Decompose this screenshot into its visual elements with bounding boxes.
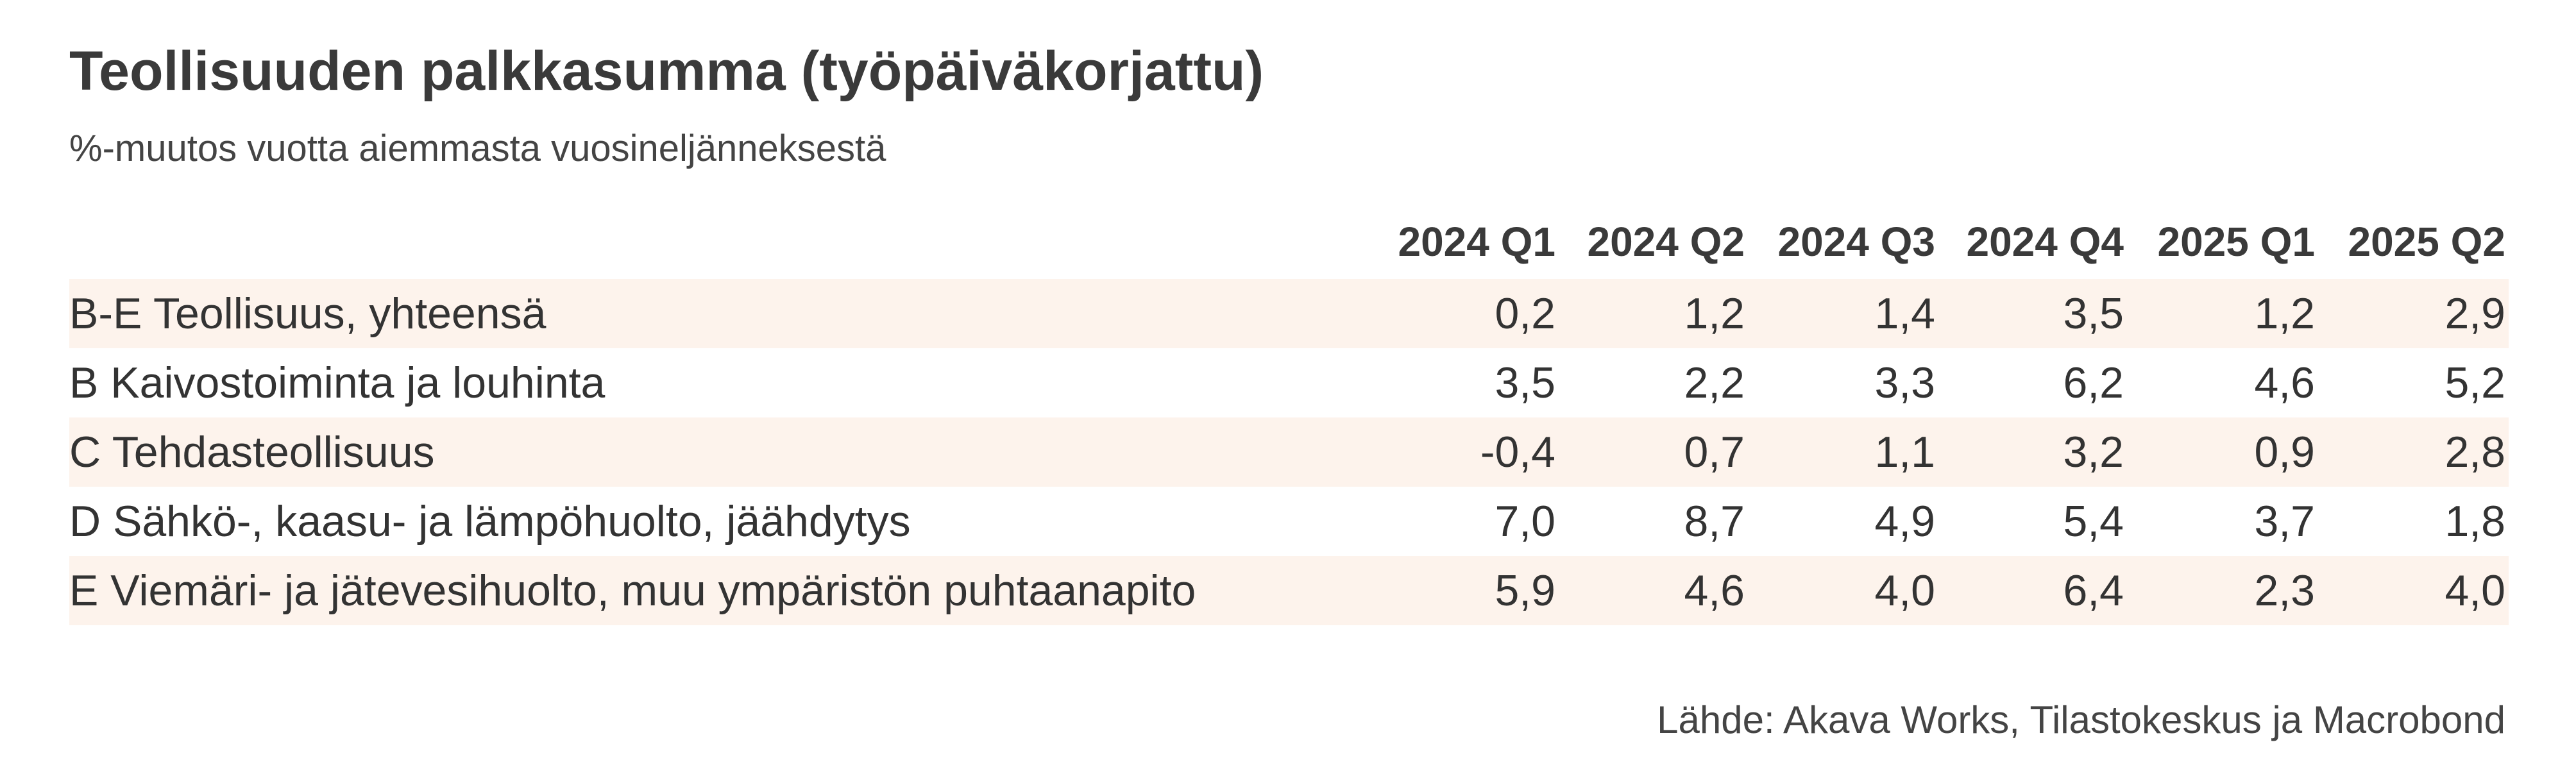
cell-value: 2,8 (2445, 428, 2505, 476)
subtitle: %-muutos vuotta aiemmasta vuosineljännek… (69, 128, 886, 169)
cell-value: 1,4 (1874, 289, 1935, 338)
cell-value: 1,2 (2254, 289, 2315, 338)
cell-value: 5,2 (2445, 358, 2505, 407)
cell-value: 0,7 (1684, 428, 1745, 476)
cell-value: 3,3 (1874, 358, 1935, 407)
column-header: 2024 Q2 (1587, 219, 1745, 265)
column-header: 2025 Q1 (2157, 219, 2315, 265)
cell-value: 3,2 (2063, 428, 2124, 476)
row-label: E Viemäri- ja jätevesihuolto, muu ympäri… (69, 566, 1196, 615)
cell-value: 7,0 (1495, 497, 1555, 546)
row-label: B-E Teollisuus, yhteensä (69, 289, 547, 338)
cell-value: 4,6 (1684, 566, 1745, 615)
cell-value: 3,5 (2063, 289, 2124, 338)
cell-value: 2,3 (2254, 566, 2315, 615)
column-header: 2025 Q2 (2348, 219, 2505, 265)
row-label: B Kaivostoiminta ja louhinta (69, 358, 606, 407)
cell-value: 1,1 (1874, 428, 1935, 476)
cell-value: 4,6 (2254, 358, 2315, 407)
cell-value: 0,9 (2254, 428, 2315, 476)
column-header: 2024 Q4 (1966, 219, 2124, 265)
cell-value: 4,9 (1874, 497, 1935, 546)
row-stripe (69, 556, 2509, 625)
cell-value: 0,2 (1495, 289, 1555, 338)
cell-value: 4,0 (2445, 566, 2505, 615)
title: Teollisuuden palkkasumma (työpäiväkorjat… (69, 40, 1264, 102)
cell-value: 5,4 (2063, 497, 2124, 546)
cell-value: 3,7 (2254, 497, 2315, 546)
column-header: 2024 Q1 (1398, 219, 1555, 265)
column-header: 2024 Q3 (1777, 219, 1935, 265)
cell-value: 2,9 (2445, 289, 2505, 338)
cell-value: 8,7 (1684, 497, 1745, 546)
source: Lähde: Akava Works, Tilastokeskus ja Mac… (1657, 698, 2505, 741)
cell-value: -0,4 (1480, 428, 1555, 476)
cell-value: 4,0 (1874, 566, 1935, 615)
cell-value: 6,2 (2063, 358, 2124, 407)
cell-value: 5,9 (1495, 566, 1555, 615)
row-label: D Sähkö-, kaasu- ja lämpöhuolto, jäähdyt… (69, 497, 911, 546)
cell-value: 6,4 (2063, 566, 2124, 615)
cell-value: 1,2 (1684, 289, 1745, 338)
row-stripe (69, 417, 2509, 487)
cell-value: 3,5 (1495, 358, 1555, 407)
row-label: C Tehdasteollisuus (69, 428, 435, 476)
cell-value: 1,8 (2445, 497, 2505, 546)
row-stripe (69, 279, 2509, 348)
cell-value: 2,2 (1684, 358, 1745, 407)
